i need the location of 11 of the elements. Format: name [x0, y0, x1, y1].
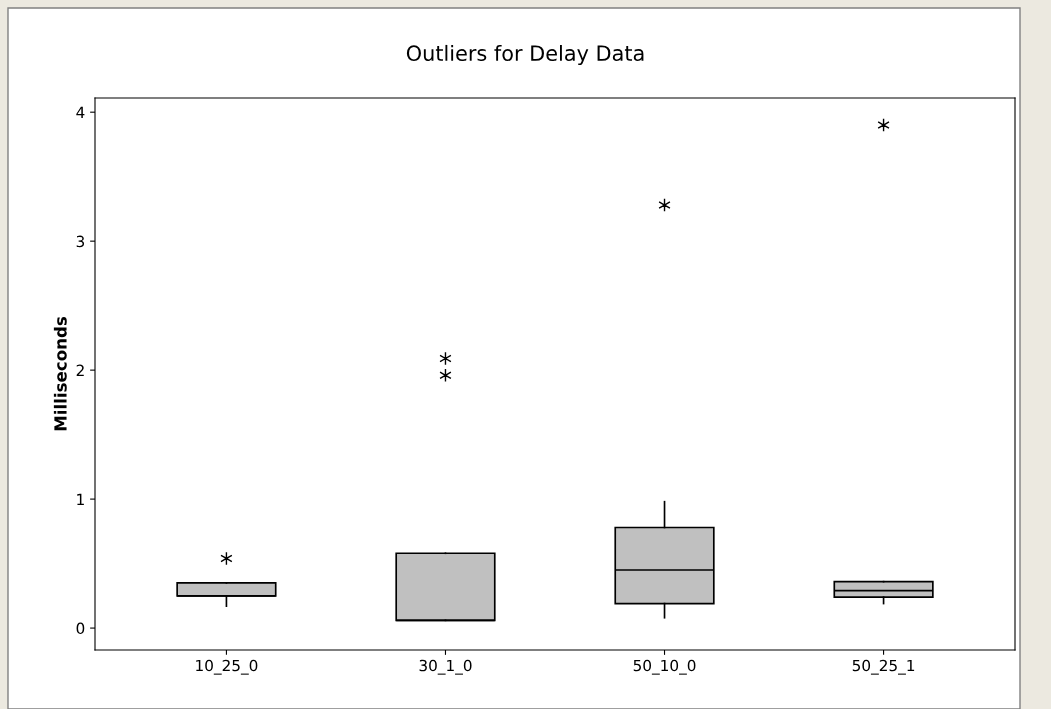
x-tick-label: 30_1_0 [419, 659, 472, 675]
x-tick-label: 10_25_0 [196, 659, 258, 675]
chart-title: Outliers for Delay Data [406, 44, 644, 66]
y-tick-label: 0 [76, 622, 85, 635]
y-tick-label: 2 [76, 364, 84, 376]
x-tick-label: 50_25_1 [852, 659, 915, 675]
y-tick-label: 4 [76, 106, 85, 118]
x-tick-label: 50_10_0 [633, 659, 696, 675]
y-axis-title: Milliseconds [53, 316, 67, 431]
y-tick-label: 1 [77, 493, 84, 505]
y-tick-label: 3 [76, 235, 85, 248]
